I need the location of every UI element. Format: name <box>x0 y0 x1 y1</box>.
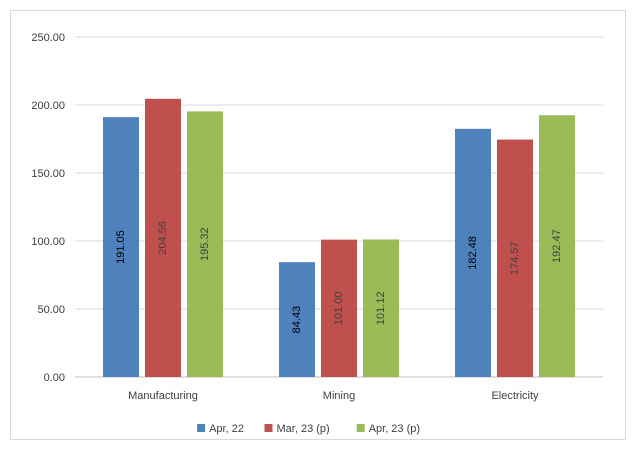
data-label: 101.12 <box>375 291 387 325</box>
legend-label: Apr, 22 <box>209 423 244 435</box>
legend-swatch <box>197 424 206 432</box>
legend-label: Apr, 23 (p) <box>369 423 420 435</box>
y-tick-label: 150.00 <box>31 168 65 180</box>
legend-swatch <box>356 424 365 432</box>
data-label: 84.43 <box>291 306 303 334</box>
x-tick-label: Manufacturing <box>128 390 198 402</box>
y-tick-label: 250.00 <box>31 32 65 44</box>
bar <box>497 139 533 377</box>
bar <box>279 262 315 377</box>
data-label: 101.00 <box>333 291 345 325</box>
y-tick-label: 100.00 <box>31 236 65 248</box>
y-tick-label: 200.00 <box>31 100 65 112</box>
data-label: 192.47 <box>551 229 563 263</box>
bar <box>103 117 139 377</box>
legend-swatch <box>264 424 273 432</box>
data-label: 204.56 <box>157 221 169 255</box>
y-tick-label: 50.00 <box>37 304 65 316</box>
data-label: 182.48 <box>467 236 479 270</box>
data-label: 174.57 <box>509 241 521 275</box>
x-tick-label: Electricity <box>491 390 539 402</box>
bar <box>539 115 575 378</box>
data-label: 191.05 <box>115 230 127 264</box>
bar <box>363 239 399 377</box>
data-label: 195.32 <box>199 227 211 261</box>
bar <box>455 128 491 377</box>
legend-label: Mar, 23 (p) <box>277 423 330 435</box>
y-tick-label: 0.00 <box>44 372 65 384</box>
x-tick-label: Mining <box>323 390 355 402</box>
bar <box>145 98 181 377</box>
bar <box>321 239 357 377</box>
bar <box>187 111 223 377</box>
